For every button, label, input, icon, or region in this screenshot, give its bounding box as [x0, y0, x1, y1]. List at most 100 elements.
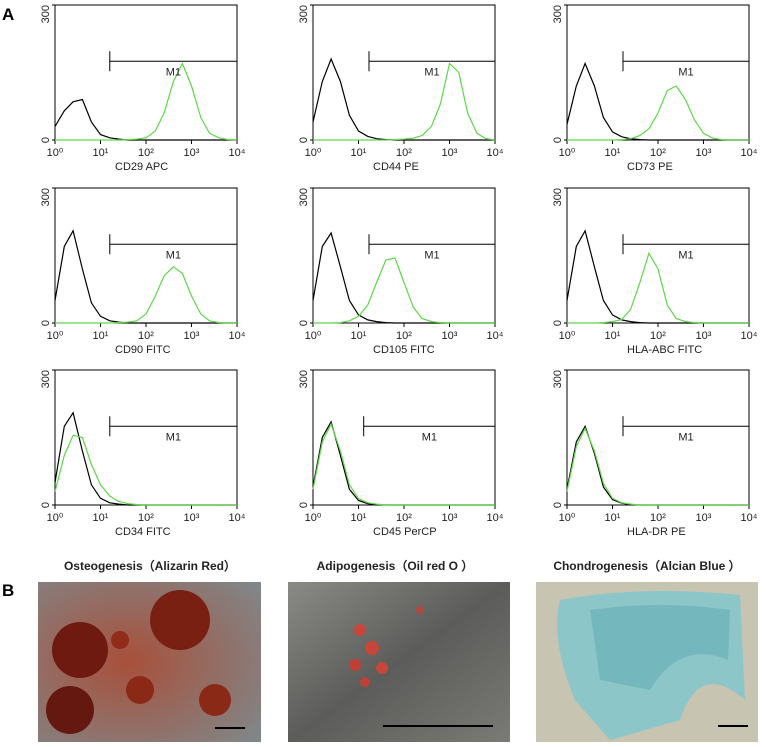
plot-frame — [54, 187, 238, 324]
x-tick-label: 10² — [396, 512, 412, 524]
histogram-line — [55, 62, 238, 141]
x-tick-label: 10⁰ — [559, 330, 576, 342]
gate-label: M1 — [424, 249, 439, 261]
x-tick-label: 10² — [138, 512, 154, 524]
histogram-line — [313, 257, 495, 324]
histogram-line — [54, 229, 237, 324]
x-tick-label: 10² — [396, 147, 412, 159]
y-tick-label: 300 — [552, 370, 564, 388]
y-tick-label: 300 — [552, 188, 564, 206]
x-tick-label: 10⁴ — [487, 512, 504, 524]
histogram-line — [312, 231, 495, 324]
y-tick-label: 0 — [40, 320, 52, 326]
micrograph — [288, 582, 510, 742]
histogram-line — [312, 422, 495, 506]
x-tick-label: 10⁴ — [487, 330, 504, 342]
x-tick-label: 10⁰ — [305, 147, 322, 159]
x-tick-label: 10¹ — [93, 330, 109, 342]
y-tick-label: 0 — [552, 320, 564, 326]
x-tick-label: 10³ — [442, 512, 458, 524]
plot-frame — [566, 369, 750, 506]
plot-frame — [312, 4, 496, 141]
x-tick-label: 10¹ — [605, 330, 621, 342]
y-tick-label: 300 — [298, 370, 310, 388]
x-tick-label: 10² — [138, 147, 154, 159]
y-tick-label: 0 — [40, 137, 52, 143]
x-tick-label: 10⁴ — [741, 512, 758, 524]
histogram-line — [312, 57, 495, 141]
gate-label: M1 — [166, 249, 181, 261]
gate-label: M1 — [678, 249, 693, 261]
gate-label: M1 — [424, 66, 439, 78]
x-axis-label: CD90 FITC — [115, 344, 171, 356]
x-axis-label: HLA-DR PE — [627, 526, 686, 538]
x-tick-label: 10⁰ — [47, 147, 64, 159]
panel-label: B — [2, 581, 14, 600]
x-tick-label: 10¹ — [351, 512, 367, 524]
gate-label: M1 — [678, 66, 693, 78]
plot-frame — [54, 4, 238, 141]
x-tick-label: 10⁰ — [305, 512, 322, 524]
histogram-line — [567, 251, 749, 324]
y-tick-label: 0 — [552, 502, 564, 508]
y-tick-label: 300 — [552, 5, 564, 23]
x-tick-label: 10⁴ — [229, 147, 246, 159]
histogram-line — [54, 434, 237, 506]
x-tick-label: 10³ — [696, 330, 712, 342]
panel-label: A — [2, 5, 14, 24]
plot-frame — [312, 187, 496, 324]
y-tick-label: 0 — [552, 137, 564, 143]
histogram-line — [567, 85, 749, 141]
y-tick-label: 0 — [298, 137, 310, 143]
y-tick-label: 300 — [298, 5, 310, 23]
x-tick-label: 10¹ — [605, 512, 621, 524]
x-tick-label: 10² — [138, 330, 154, 342]
x-tick-label: 10⁴ — [741, 330, 758, 342]
x-tick-label: 10⁰ — [559, 512, 576, 524]
x-tick-label: 10² — [650, 147, 666, 159]
x-tick-label: 10⁴ — [741, 147, 758, 159]
x-tick-label: 10² — [396, 330, 412, 342]
x-tick-label: 10⁰ — [305, 330, 322, 342]
x-tick-label: 10¹ — [93, 147, 109, 159]
x-axis-label: CD34 FITC — [115, 526, 171, 538]
histogram-line — [566, 427, 749, 506]
x-tick-label: 10¹ — [351, 330, 367, 342]
x-axis-label: HLA-ABC FITC — [627, 344, 702, 356]
image-caption: Osteogenesis（Alizarin Red） — [64, 558, 236, 573]
y-tick-label: 0 — [40, 502, 52, 508]
x-tick-label: 10³ — [696, 512, 712, 524]
plot-frame — [312, 369, 496, 506]
x-tick-label: 10⁰ — [559, 147, 576, 159]
x-tick-label: 10¹ — [351, 147, 367, 159]
x-axis-label: CD73 PE — [627, 161, 673, 173]
gate-label: M1 — [166, 66, 181, 78]
histogram-line — [55, 266, 237, 324]
histogram-line — [313, 62, 496, 141]
x-tick-label: 10³ — [184, 512, 200, 524]
x-tick-label: 10³ — [184, 330, 200, 342]
y-tick-label: 300 — [298, 188, 310, 206]
y-tick-label: 300 — [40, 5, 52, 23]
plot-frame — [566, 187, 750, 324]
x-tick-label: 10⁴ — [229, 330, 246, 342]
gate-label: M1 — [678, 431, 693, 443]
y-tick-label: 300 — [40, 188, 52, 206]
x-tick-label: 10⁴ — [487, 147, 504, 159]
image-caption: Adipogenesis（Oil red O ） — [317, 558, 474, 573]
gate-label: M1 — [422, 431, 437, 443]
gate-label: M1 — [166, 431, 181, 443]
y-tick-label: 0 — [298, 320, 310, 326]
histogram-line — [566, 424, 749, 506]
x-tick-label: 10⁰ — [47, 330, 64, 342]
plot-frame — [566, 4, 750, 141]
y-tick-label: 0 — [298, 502, 310, 508]
x-tick-label: 10¹ — [605, 147, 621, 159]
y-tick-label: 300 — [40, 370, 52, 388]
x-tick-label: 10³ — [442, 147, 458, 159]
x-tick-label: 10⁴ — [229, 512, 246, 524]
x-tick-label: 10² — [650, 330, 666, 342]
x-tick-label: 10³ — [442, 330, 458, 342]
